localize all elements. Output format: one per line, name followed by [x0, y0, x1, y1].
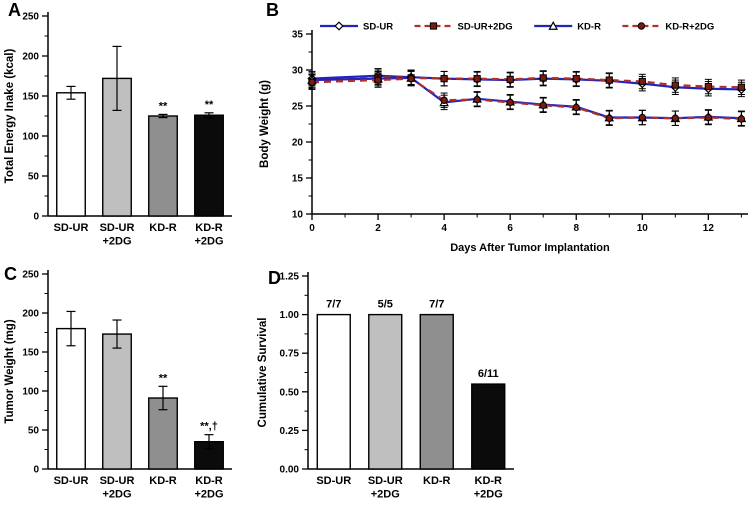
energy-intake-bar-chart: 0 50 100 150 200 250 Total Energy Inake (kcal)… — [4, 12, 232, 248]
svg-text:0.00: 0.00 — [280, 465, 300, 476]
svg-text:**,†: **,† — [200, 421, 218, 433]
svg-text:1.00: 1.00 — [280, 310, 300, 321]
svg-text:25: 25 — [292, 102, 304, 113]
svg-text:30: 30 — [292, 66, 304, 77]
svg-text:4: 4 — [441, 223, 447, 234]
svg-text:+2DG: +2DG — [194, 236, 223, 248]
svg-text:7/7: 7/7 — [429, 299, 444, 311]
svg-text:6: 6 — [507, 223, 513, 234]
svg-text:7/7: 7/7 — [326, 299, 341, 311]
svg-text:**: ** — [205, 99, 214, 111]
panel-a-letter: A — [8, 0, 21, 20]
svg-text:Cumulative Survival: Cumulative Survival — [257, 318, 269, 428]
svg-text:200: 200 — [22, 52, 39, 63]
svg-text:5/5: 5/5 — [378, 299, 393, 311]
svg-text:**: ** — [159, 100, 168, 112]
svg-text:250: 250 — [22, 12, 39, 23]
svg-text:**: ** — [159, 372, 168, 384]
svg-text:15: 15 — [292, 174, 304, 185]
svg-text:0: 0 — [33, 212, 39, 223]
svg-text:SD-UR: SD-UR — [316, 475, 351, 487]
svg-text:0.75: 0.75 — [280, 349, 300, 360]
svg-text:1.25: 1.25 — [280, 272, 300, 283]
svg-text:KD-R: KD-R — [475, 475, 503, 487]
svg-text:SD-UR: SD-UR — [100, 222, 135, 234]
svg-text:6/11: 6/11 — [478, 368, 499, 380]
body-weight-line-chart: 10 15 20 25 30 35 Body Weight (g) 0 2 4 6 8 10 12 Days… — [259, 20, 748, 254]
svg-text:SD-UR: SD-UR — [100, 475, 135, 487]
svg-text:KD-R: KD-R — [149, 222, 177, 234]
svg-text:0: 0 — [33, 465, 39, 476]
svg-text:SD-UR+2DG: SD-UR+2DG — [458, 22, 513, 33]
cumulative-survival-bar-chart: 0.00 0.25 0.50 0.75 1.00 1.25 Cumulative Survi… — [257, 272, 514, 501]
panel-a-energy-intake: A 0 50 100 150 200 250 Total Energy Inake (kca… — [0, 0, 240, 258]
svg-text:8: 8 — [573, 223, 579, 234]
svg-text:250: 250 — [22, 270, 39, 281]
panel-c-letter: C — [4, 264, 17, 284]
svg-text:2: 2 — [375, 223, 381, 234]
svg-text:150: 150 — [22, 348, 39, 359]
svg-text:KD-R: KD-R — [195, 475, 223, 487]
svg-text:200: 200 — [22, 309, 39, 320]
svg-text:12: 12 — [703, 223, 715, 234]
svg-text:35: 35 — [292, 30, 304, 41]
svg-text:Total Energy Inake (kcal): Total Energy Inake (kcal) — [4, 49, 16, 184]
svg-text:Tumor Weight (mg): Tumor Weight (mg) — [4, 319, 16, 424]
svg-text:SD-UR: SD-UR — [54, 475, 89, 487]
svg-text:KD-R: KD-R — [423, 475, 451, 487]
svg-text:100: 100 — [22, 387, 39, 398]
svg-text:+2DG: +2DG — [474, 489, 503, 501]
svg-text:KD-R+2DG: KD-R+2DG — [665, 22, 714, 33]
svg-text:50: 50 — [28, 172, 40, 183]
svg-text:SD-UR: SD-UR — [54, 222, 89, 234]
svg-text:20: 20 — [292, 138, 304, 149]
svg-text:+2DG: +2DG — [102, 489, 131, 501]
tumor-weight-bar-chart: 0 50 100 150 200 250 Tumor Weight (mg) SD-UR SD-… — [4, 270, 232, 501]
panel-d-survival: D 0.00 0.25 0.50 0.75 1.00 1.25 Cumulative Sur… — [252, 260, 528, 513]
svg-text:0.25: 0.25 — [280, 426, 300, 437]
svg-text:0: 0 — [309, 223, 315, 234]
svg-text:Body Weight (g): Body Weight (g) — [259, 80, 271, 168]
panel-b-body-weight: B 10 15 20 25 30 35 Body Weight (g) 0 2 4 6 8 10 12 Da… — [252, 0, 756, 258]
svg-text:10: 10 — [637, 223, 649, 234]
panel-c-tumor-weight: C 0 50 100 150 200 250 Tumor Weight (mg) SD-UR S… — [0, 260, 240, 513]
svg-text:+2DG: +2DG — [371, 489, 400, 501]
svg-text:KD-R: KD-R — [577, 22, 601, 33]
svg-text:50: 50 — [28, 426, 40, 437]
svg-text:+2DG: +2DG — [102, 236, 131, 248]
svg-text:KD-R: KD-R — [195, 222, 223, 234]
svg-text:10: 10 — [292, 210, 304, 221]
panel-d-letter: D — [268, 268, 281, 288]
svg-text:+2DG: +2DG — [194, 489, 223, 501]
svg-text:0.50: 0.50 — [280, 387, 300, 398]
svg-text:SD-UR: SD-UR — [363, 22, 393, 33]
svg-text:Days After Tumor Implantation: Days After Tumor Implantation — [450, 242, 610, 254]
svg-text:SD-UR: SD-UR — [368, 475, 403, 487]
svg-text:100: 100 — [22, 132, 39, 143]
panel-b-letter: B — [266, 0, 279, 20]
svg-text:150: 150 — [22, 92, 39, 103]
svg-text:KD-R: KD-R — [149, 475, 177, 487]
